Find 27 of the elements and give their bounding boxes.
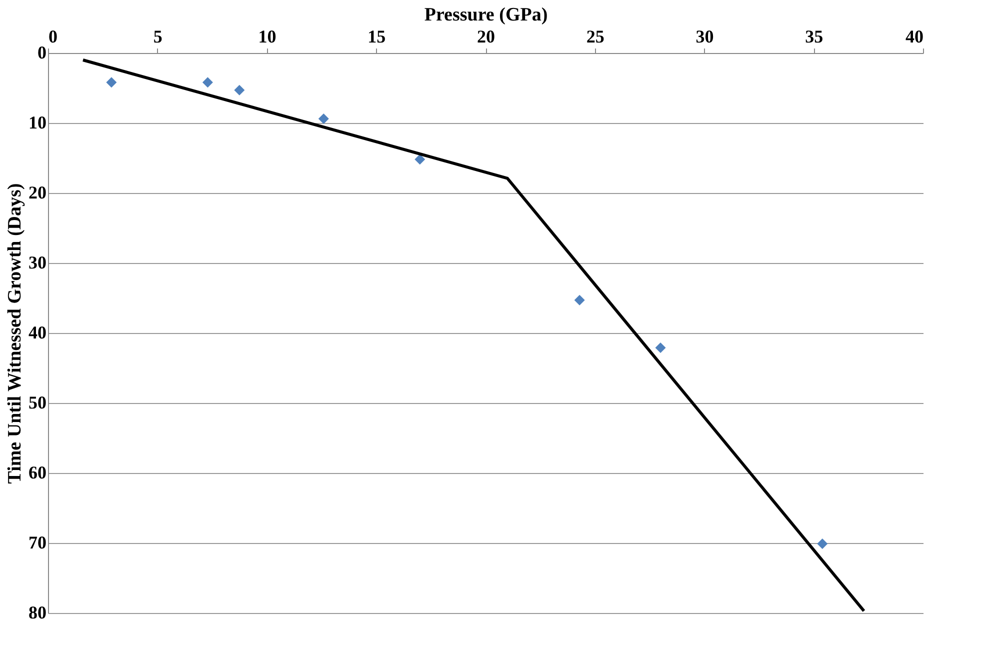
y-tick-label: 60 [28, 462, 46, 482]
y-tick-label: 10 [28, 112, 46, 132]
x-tick-label: 5 [153, 26, 162, 46]
point [414, 154, 426, 165]
point [655, 342, 666, 353]
x-tick-label: 10 [258, 26, 276, 46]
y-tick-label: 20 [28, 182, 46, 202]
x-tick-label: 20 [477, 26, 495, 46]
x-tick-label: 40 [906, 26, 924, 46]
x-tick-label: 25 [586, 26, 604, 46]
y-tick-label: 50 [28, 392, 46, 412]
y-tick-label: 30 [28, 252, 46, 272]
x-axis-title: Pressure (GPa) [424, 4, 548, 26]
x-tick-label: 30 [696, 26, 714, 46]
point [817, 538, 828, 549]
y-tick-label: 80 [28, 602, 46, 622]
y-tick-label: 0 [38, 42, 46, 62]
x-tick-label: 15 [368, 26, 386, 46]
point [574, 294, 585, 306]
point [234, 84, 245, 96]
point [106, 77, 117, 88]
y-tick-label: 70 [28, 532, 46, 552]
x-tick-label: 35 [805, 26, 824, 46]
point [202, 77, 213, 88]
point [318, 114, 329, 124]
y-axis-title: Time Until Witnessed Growth (Days) [4, 183, 26, 484]
y-tick-label: 40 [28, 322, 46, 342]
